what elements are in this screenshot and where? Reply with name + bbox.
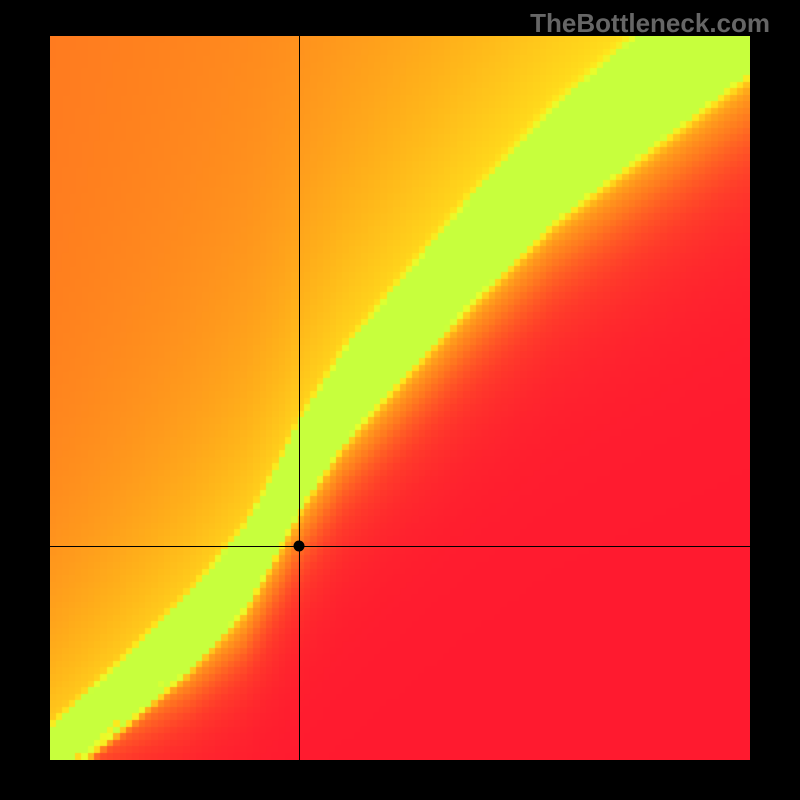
watermark-text: TheBottleneck.com: [530, 8, 770, 39]
crosshair-horizontal: [50, 546, 750, 547]
chart-container: { "watermark": { "text": "TheBottleneck.…: [0, 0, 800, 800]
crosshair-vertical: [299, 36, 300, 760]
heatmap-plot-area: [50, 36, 750, 760]
crosshair-marker-dot: [293, 541, 304, 552]
heatmap-canvas: [50, 36, 750, 760]
